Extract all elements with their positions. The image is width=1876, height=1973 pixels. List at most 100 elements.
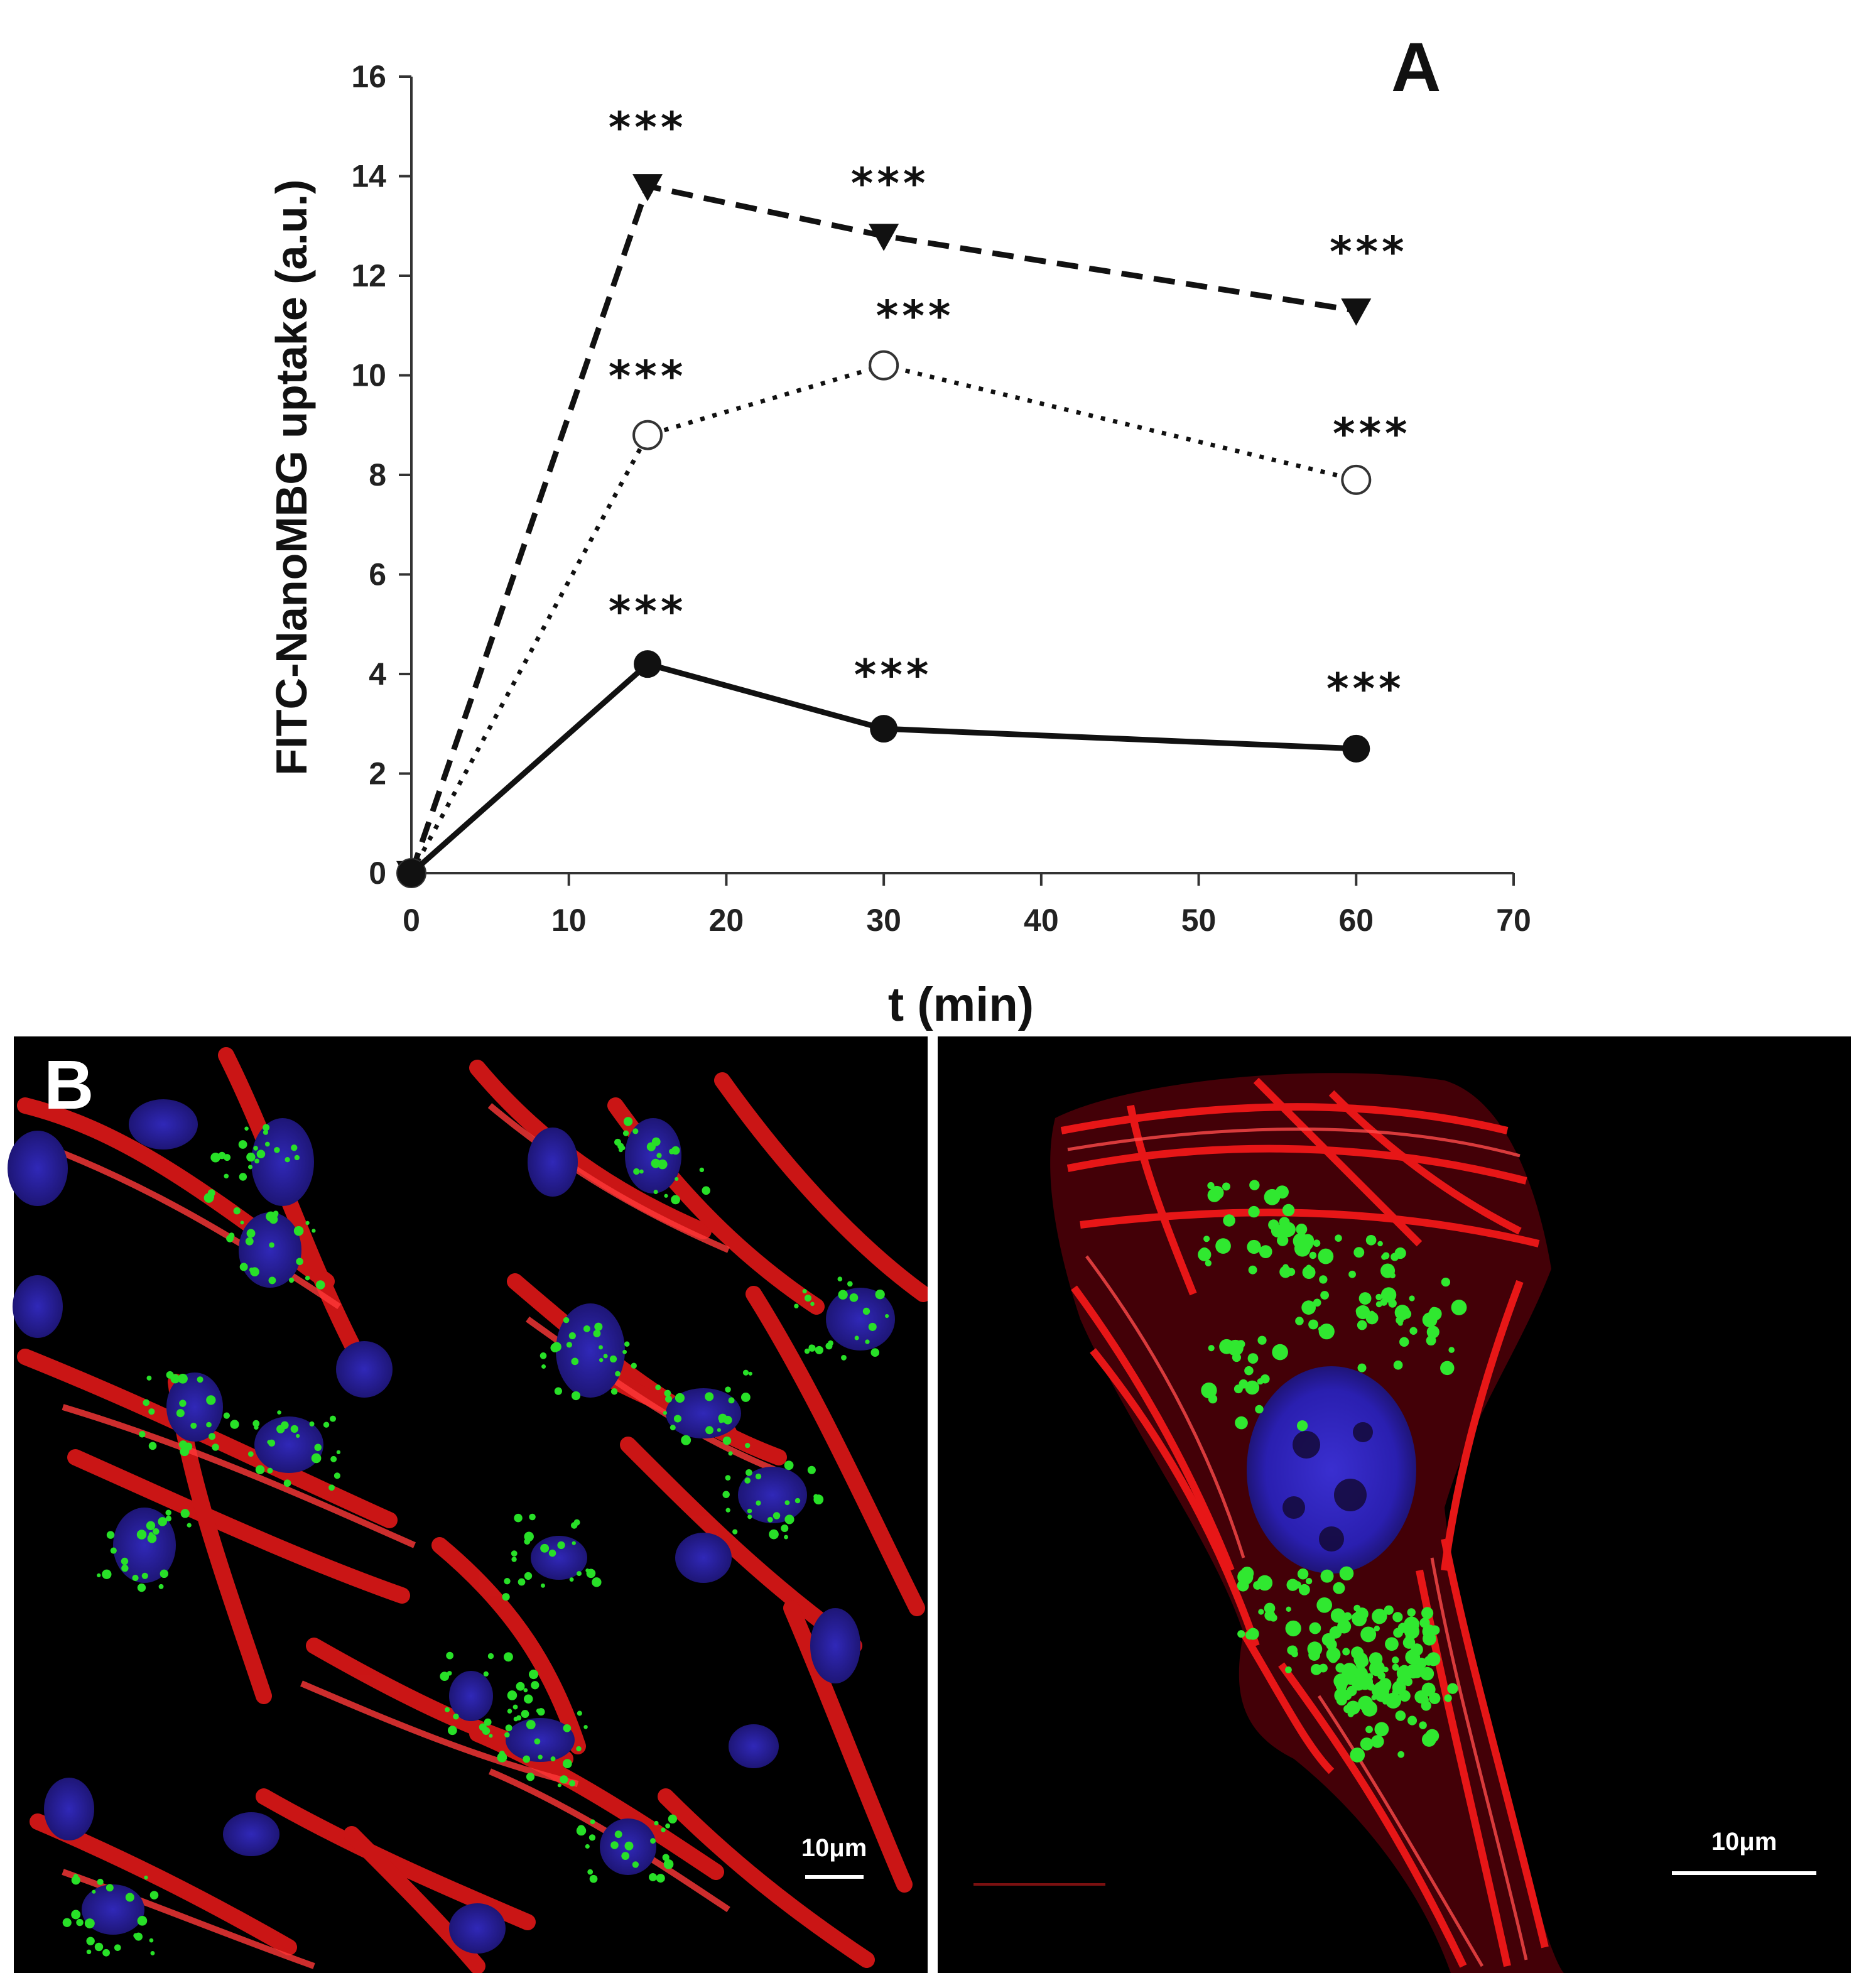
nanoparticle-dot — [742, 1369, 749, 1376]
nanoparticle-dot — [336, 1450, 341, 1455]
nanoparticle-dot — [294, 1155, 300, 1161]
nanoparticle-dot — [187, 1523, 192, 1528]
nanoparticle-dot — [815, 1345, 823, 1354]
nanoparticle-dot — [725, 1508, 730, 1513]
nanoparticle-dot — [146, 1375, 152, 1381]
nanoparticle-dot — [1392, 1663, 1399, 1671]
nanoparticle-dot — [585, 1844, 590, 1849]
nanoparticle-dot — [141, 1572, 148, 1579]
significance-label: *** — [876, 292, 955, 342]
nanoparticle-dot — [276, 1425, 285, 1433]
nanoparticle-dot — [614, 1138, 621, 1146]
nanoparticle-dot — [94, 1942, 104, 1952]
nanoparticle-dot — [206, 1421, 212, 1428]
nanoparticle-dot — [539, 1352, 547, 1359]
nanoparticle-dot — [497, 1752, 507, 1763]
nanoparticle-dot — [868, 1322, 877, 1331]
nanoparticle-dot — [1421, 1682, 1436, 1697]
nanoparticle-dot — [244, 1126, 249, 1131]
nanoparticle-dot — [589, 1874, 598, 1883]
nanoparticle-dot — [209, 1194, 215, 1200]
nanoparticle-dot — [865, 1339, 870, 1344]
y-tick-label: 2 — [369, 756, 386, 791]
nanoparticle-dot — [1257, 1575, 1273, 1591]
nanoparticle-dot — [576, 1746, 582, 1752]
nanoparticle-dot — [1321, 1633, 1335, 1646]
nanoparticle-dot — [810, 1302, 815, 1307]
nanoparticle-dot — [1419, 1721, 1427, 1729]
nanoparticle-dot — [1298, 1236, 1314, 1251]
nanoparticle-dot — [148, 1532, 154, 1537]
x-tick-label: 50 — [1181, 903, 1217, 938]
nanoparticle-dot — [1259, 1245, 1272, 1258]
nanoparticle-dot — [1257, 1335, 1267, 1345]
nanoparticle-dot — [179, 1400, 187, 1407]
significance-label: *** — [609, 103, 687, 153]
right-scale-bar-label: 10μm — [1711, 1828, 1777, 1856]
nanoparticle-dot — [268, 1276, 276, 1285]
nanoparticle-dot — [526, 1720, 536, 1729]
nanoparticle-dot — [165, 1509, 171, 1516]
nanoparticle-dot — [563, 1317, 570, 1323]
nanoparticle-dot — [610, 1841, 619, 1849]
nanoparticle-dot — [1316, 1597, 1333, 1613]
nanoparticle-dot — [838, 1290, 848, 1300]
nanoparticle-dot — [769, 1529, 779, 1540]
nanoparticle-dot — [1319, 1275, 1328, 1284]
nanoparticle-dot — [504, 1652, 513, 1662]
micrograph-left: 10μm — [8, 1036, 931, 1973]
nanoparticle-dot — [681, 1435, 691, 1445]
nanoparticle-dot — [291, 1144, 298, 1151]
nanoparticle-dot — [110, 1547, 117, 1554]
nanoparticle-dot — [1198, 1247, 1212, 1261]
nanoparticle-dot — [1397, 1622, 1409, 1633]
nanoparticle-dot — [571, 1391, 581, 1401]
nanoparticle-dot — [149, 1938, 154, 1943]
nanoparticle-dot — [773, 1512, 781, 1519]
nanoparticle-dot — [148, 1408, 155, 1415]
nanoparticle-dot — [536, 1709, 541, 1714]
nanoparticle-dot — [288, 1277, 295, 1283]
nanoparticle-dot — [587, 1869, 594, 1875]
nanoparticle-dot — [246, 1152, 256, 1162]
nanoparticle-dot — [1264, 1577, 1271, 1584]
nanoparticle-dot — [247, 1165, 253, 1170]
nanoparticle-dot — [1318, 1248, 1334, 1264]
significance-label: *** — [854, 651, 933, 700]
nanoparticle-dot — [223, 1412, 230, 1419]
nanoparticle-dot — [1374, 1625, 1380, 1632]
nanoparticle-dot — [1330, 1608, 1345, 1623]
nanoparticle-dot — [1205, 1259, 1212, 1267]
nanoparticle-dot — [705, 1392, 714, 1401]
nanoparticle-dot — [518, 1578, 526, 1586]
nanoparticle-dot — [740, 1393, 751, 1402]
nanoparticle-dot — [1277, 1234, 1289, 1246]
significance-label: *** — [1333, 410, 1411, 459]
nanoparticle-dot — [150, 1951, 155, 1955]
data-point-filled-circle — [1342, 734, 1370, 763]
nanoparticle-dot — [311, 1453, 322, 1464]
nanoparticle-dot — [1397, 1751, 1405, 1758]
nanoparticle-dot — [699, 1167, 705, 1173]
nanoparticle-dot — [1362, 1700, 1378, 1717]
panel-a-label: A — [1391, 29, 1441, 106]
nanoparticle-dot — [1394, 1247, 1406, 1259]
nanoparticle-dot — [1276, 1185, 1289, 1199]
nanoparticle-dot — [569, 1780, 576, 1787]
nanoparticle-dot — [664, 1389, 671, 1397]
nanoparticle-dot — [1357, 1363, 1367, 1372]
nanoparticle-dot — [233, 1207, 241, 1215]
nanoparticle-dot — [650, 1838, 656, 1844]
nanoparticle-dot — [663, 1859, 674, 1869]
nanoparticle-dot — [1286, 1579, 1299, 1591]
nanoparticle-dot — [446, 1651, 454, 1660]
nanoparticle-dot — [507, 1690, 518, 1700]
nanoparticle-dot — [548, 1549, 556, 1557]
nanoparticle-dot — [1257, 1378, 1264, 1385]
nanoparticle-dot — [1411, 1643, 1423, 1656]
x-axis-title: t (min) — [888, 978, 1034, 1031]
nanoparticle-dot — [1247, 1628, 1259, 1640]
y-tick-label: 6 — [369, 557, 386, 592]
nucleus — [1247, 1366, 1416, 1574]
nanoparticle-dot — [232, 1423, 237, 1429]
